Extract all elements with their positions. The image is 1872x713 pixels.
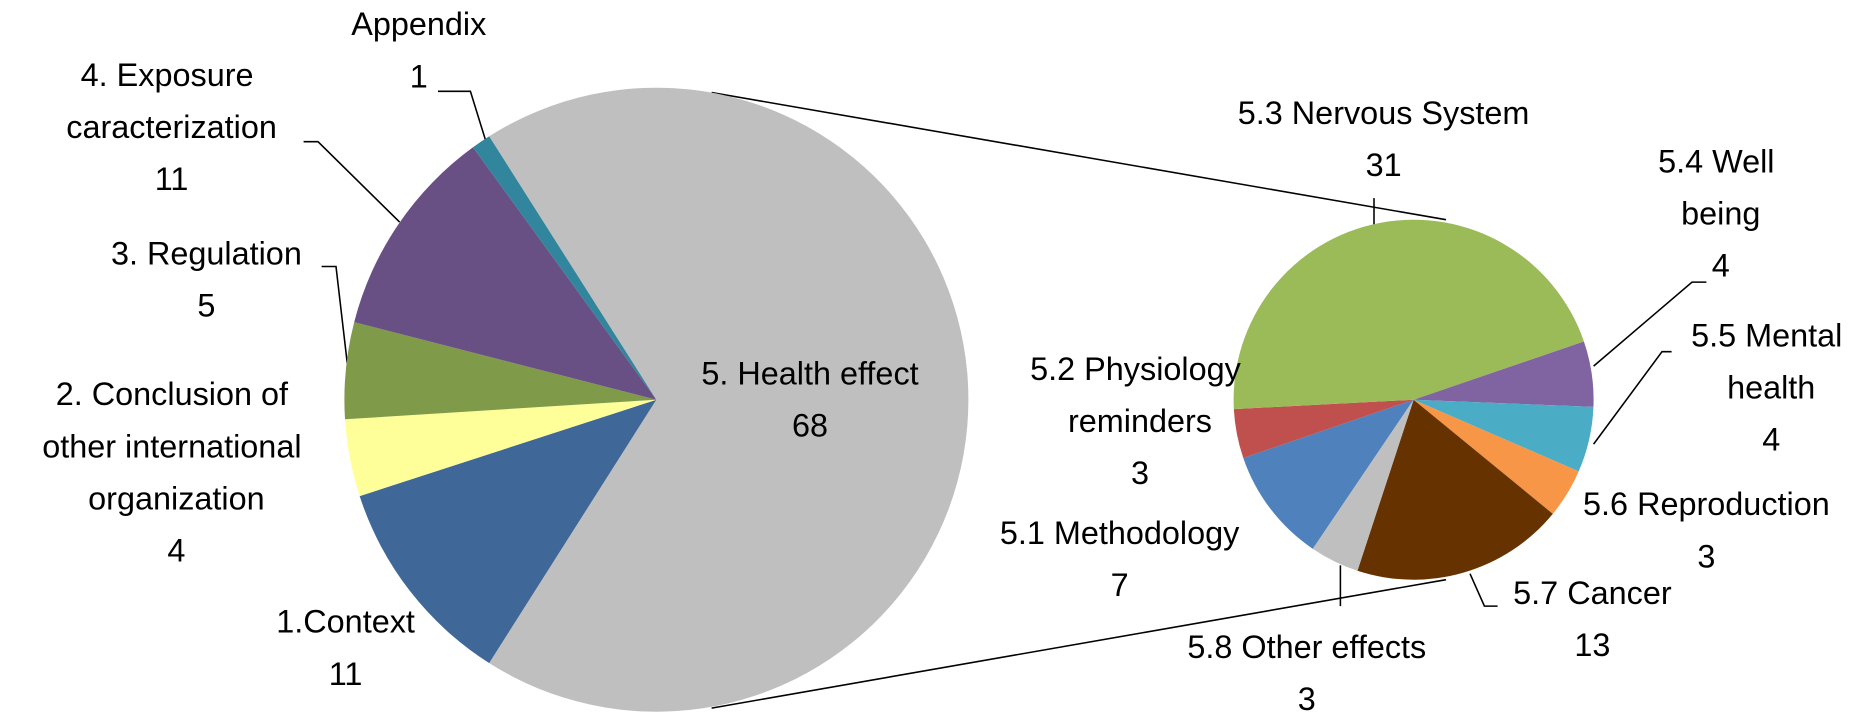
slice-value: 3 [1697, 538, 1715, 574]
slice-label: 5.4 Well being [1658, 143, 1783, 231]
pie-slice [473, 136, 657, 400]
pie-slice [344, 322, 657, 420]
pie-slice [1413, 399, 1594, 472]
pie-slice [489, 87, 969, 712]
slice-value: 11 [329, 656, 363, 692]
leader-line [438, 90, 487, 142]
pie-slice [1233, 399, 1414, 458]
label-line: 5.2 Physiology [1030, 350, 1250, 386]
slice-label: 5.3 Nervous System [1238, 95, 1530, 131]
slice-label: 5.6 Reproduction [1583, 486, 1830, 522]
connector-line [711, 578, 1447, 709]
pie-slice [1233, 219, 1584, 410]
slice-value: 3 [1298, 681, 1316, 713]
pie-slice [1243, 399, 1414, 549]
pie-slice [345, 399, 657, 497]
slice-label: 5.2 Physiology reminders [1030, 350, 1250, 438]
slice-value: 1 [410, 58, 428, 94]
slice-label: 1.Context [276, 604, 415, 640]
slice-value: 11 [155, 161, 189, 197]
slice-value: 68 [792, 407, 828, 443]
label-line: reminders [1068, 403, 1212, 439]
slice-label: 5.5 Mental health [1691, 317, 1851, 405]
pie-slice [1357, 399, 1553, 580]
label-line: organization [88, 480, 264, 516]
label-line: 4. Exposure [81, 56, 263, 92]
slice-label: 5. Health effect [701, 355, 918, 391]
connectors [711, 91, 1447, 709]
slice-value: 31 [1366, 147, 1402, 183]
leader-line [321, 265, 349, 370]
pie [1233, 219, 1594, 580]
slice-value: 3 [1131, 455, 1149, 491]
slice-label: 5.8 Other effects [1187, 629, 1426, 665]
pie-slice [1312, 399, 1414, 571]
pie-slice [1413, 399, 1579, 514]
slice-value: 13 [1574, 627, 1610, 663]
slice-value: 7 [1111, 567, 1129, 603]
label-line: being [1681, 195, 1760, 231]
pie-slice [359, 399, 657, 664]
label-line: 5.5 Mental [1691, 317, 1851, 353]
leader-line [1593, 281, 1707, 367]
label-line: caracterization [66, 109, 277, 145]
slice-value: 4 [1712, 247, 1730, 283]
leader-line [303, 140, 401, 223]
slice-label: 2. Conclusion of other international org… [42, 376, 310, 516]
label-line: 5.4 Well [1658, 143, 1783, 179]
labels: 1.Context 11 2. Conclusion of other intern… [42, 6, 1851, 713]
slice-value: 5 [197, 287, 215, 323]
pie [344, 87, 969, 712]
label-line: health [1727, 369, 1815, 405]
label-line: 2. Conclusion of [56, 376, 297, 412]
slice-label: 5.7 Cancer [1513, 575, 1672, 611]
slice-value: 4 [167, 532, 185, 568]
slice-label: 4. Exposure caracterization [66, 56, 277, 144]
pie-slice [1413, 341, 1594, 407]
connector-line [711, 91, 1447, 221]
slice-label: 3. Regulation [111, 235, 302, 271]
label-line: other international [42, 428, 310, 464]
leader-line [1592, 350, 1672, 445]
slice-value: 4 [1762, 421, 1780, 457]
slice-label: 5.1 Methodology [1000, 515, 1240, 551]
leader-lines [303, 90, 1707, 607]
pie-slice [354, 147, 657, 400]
leader-line [1469, 573, 1498, 607]
slice-label: Appendix [351, 6, 486, 42]
